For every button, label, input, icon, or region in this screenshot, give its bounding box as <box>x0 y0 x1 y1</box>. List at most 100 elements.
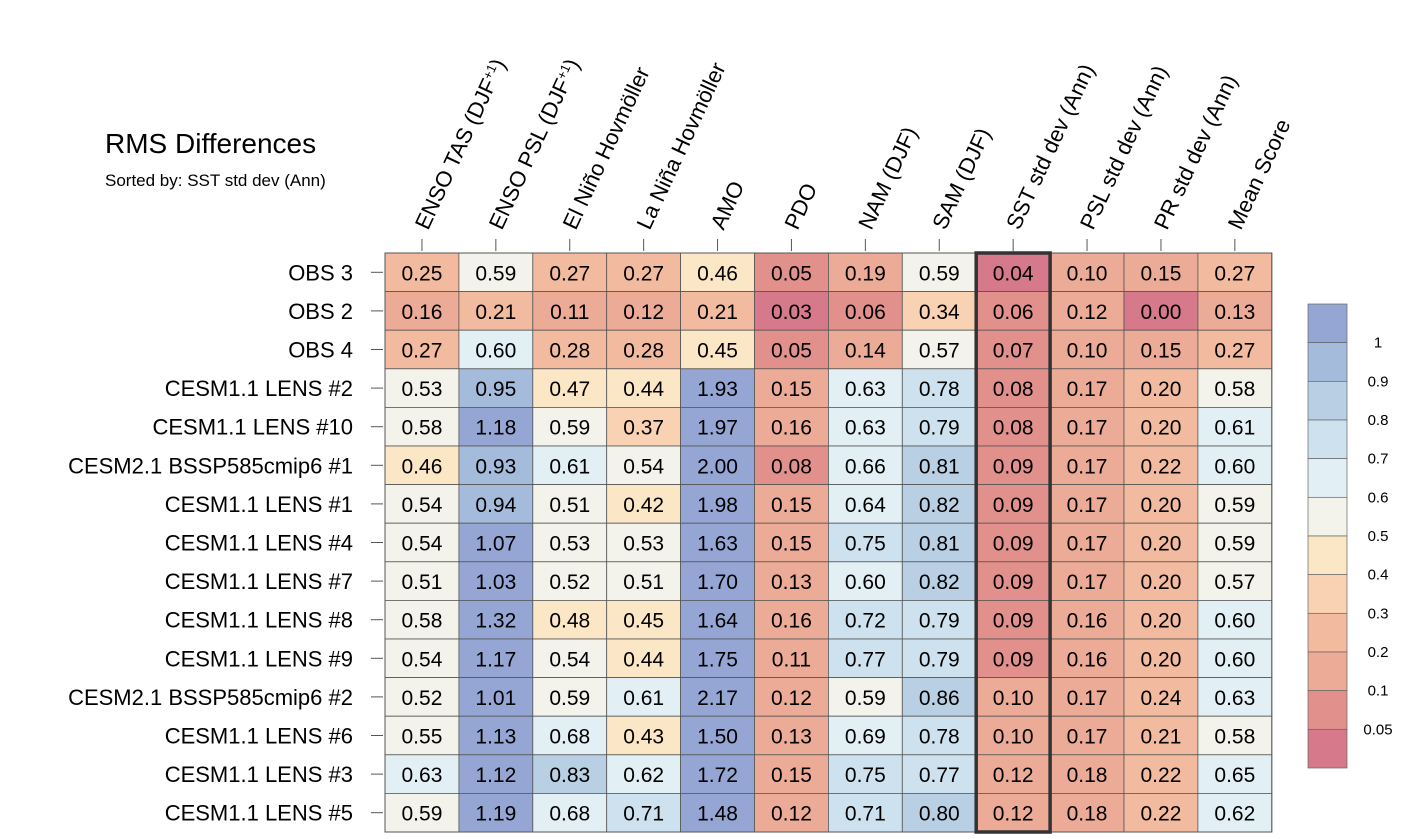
heatmap-cell <box>532 329 608 370</box>
cell-value: 0.09 <box>993 533 1034 556</box>
cell-value: 0.20 <box>1141 610 1182 633</box>
cell-value: 1.98 <box>697 494 738 517</box>
cell-value: 0.10 <box>1067 340 1108 363</box>
heatmap-cell <box>828 484 903 524</box>
cell-value: 0.62 <box>1214 803 1255 826</box>
cell-value: 0.34 <box>919 301 960 324</box>
cell-value: 0.55 <box>402 726 443 749</box>
heatmap-cell <box>1197 561 1273 601</box>
cell-value: 0.53 <box>549 533 590 556</box>
cell-value: 0.79 <box>919 648 960 671</box>
heatmap-cell <box>458 406 534 447</box>
cell-value: 0.60 <box>1214 648 1255 671</box>
cell-value: 1.01 <box>475 687 516 710</box>
cell-value: 0.05 <box>771 340 812 363</box>
heatmap-cell <box>1049 291 1125 331</box>
heatmap-cell <box>901 561 977 601</box>
heatmap-cell <box>384 329 460 370</box>
cell-value: 0.16 <box>1067 610 1108 633</box>
cell-value: 0.06 <box>845 301 886 324</box>
heatmap-cell <box>680 406 755 447</box>
cell-value: 0.59 <box>402 803 443 826</box>
heatmap-cell <box>754 484 829 524</box>
heatmap-cell <box>532 368 608 408</box>
cell-value: 0.17 <box>1067 726 1108 749</box>
colorbar-segment <box>1307 380 1348 421</box>
heatmap-cell <box>828 406 903 447</box>
cell-value: 0.58 <box>402 417 443 440</box>
heatmap-cell <box>384 715 460 756</box>
cell-value: 0.54 <box>623 455 664 478</box>
heatmap-cell <box>606 715 682 756</box>
cell-value: 2.00 <box>697 455 738 478</box>
heatmap-cell <box>680 715 755 756</box>
cell-value: 0.06 <box>993 301 1034 324</box>
heatmap-cell <box>975 445 1051 485</box>
cell-value: 0.17 <box>1067 417 1108 440</box>
cell-value: 0.60 <box>845 571 886 594</box>
cell-value: 0.61 <box>623 687 664 710</box>
heatmap-cell <box>1049 445 1125 485</box>
heatmap-cell <box>754 754 829 794</box>
heatmap-cell <box>606 329 682 370</box>
cell-value: 0.58 <box>1214 378 1255 401</box>
row-labels: OBS 3 OBS 2 OBS 4 CESM1.1 LENS #2 CESM1.1 LE… <box>68 260 353 825</box>
heatmap-cell <box>384 522 460 563</box>
heatmap-frame <box>384 252 1273 833</box>
cell-value: 0.72 <box>845 610 886 633</box>
colorbar-tick-label: 0.3 <box>1368 605 1389 622</box>
cell-value: 0.78 <box>919 378 960 401</box>
colorbar-tick-label: 0.6 <box>1368 489 1389 506</box>
cell-value: 0.22 <box>1141 803 1182 826</box>
heatmap-cell <box>458 291 534 331</box>
heatmap-cell <box>1197 600 1273 640</box>
cell-value: 0.09 <box>993 610 1034 633</box>
colorbar-tick-label: 0.1 <box>1368 683 1389 700</box>
colorbar-segment <box>1307 419 1348 460</box>
cell-value: 0.20 <box>1141 533 1182 556</box>
row-label: OBS 2 <box>288 299 353 324</box>
cell-value: 2.17 <box>697 687 738 710</box>
heatmap-cell <box>901 754 977 794</box>
cell-value: 0.77 <box>845 648 886 671</box>
heatmap-cell <box>1197 715 1273 756</box>
heatmap-cell <box>606 484 682 524</box>
cell-value: 0.28 <box>623 340 664 363</box>
cell-value: 0.62 <box>623 764 664 787</box>
cell-value: 0.64 <box>845 494 886 517</box>
cell-value: 0.18 <box>1067 803 1108 826</box>
heatmap-cell <box>606 445 682 485</box>
heatmap-cell <box>975 561 1051 601</box>
row-label: CESM1.1 LENS #7 <box>165 569 353 594</box>
heatmap-cell <box>1123 715 1199 756</box>
heatmap-cell <box>754 291 829 331</box>
cell-value: 0.83 <box>549 764 590 787</box>
colorbar-segment <box>1307 303 1348 344</box>
heatmap-cell <box>606 368 682 408</box>
heatmap-cell <box>606 291 682 331</box>
colorbar-segment <box>1307 535 1348 576</box>
heatmap-cell <box>384 406 460 447</box>
cell-value: 0.27 <box>549 262 590 285</box>
row-label: CESM2.1 BSSP585cmip6 #2 <box>68 685 353 710</box>
cell-value: 0.93 <box>475 455 516 478</box>
heatmap-cell <box>1197 368 1273 408</box>
chart-subtitle: Sorted by: SST std dev (Ann) <box>105 171 326 190</box>
cell-value: 0.08 <box>993 378 1034 401</box>
cell-value: 0.53 <box>623 533 664 556</box>
cell-value: 0.61 <box>1214 417 1255 440</box>
heatmap-cell <box>901 406 977 447</box>
heatmap-cell <box>680 329 755 370</box>
heatmap-cell <box>532 484 608 524</box>
cell-value: 0.52 <box>549 571 590 594</box>
heatmap-cell <box>828 793 903 833</box>
cell-value: 1.13 <box>475 726 516 749</box>
cell-value: 0.07 <box>993 340 1034 363</box>
heatmap-cell <box>458 715 534 756</box>
cell-value: 0.13 <box>1214 301 1255 324</box>
cell-value: 1.32 <box>475 610 516 633</box>
cell-value: 0.16 <box>402 301 443 324</box>
cell-value: 0.10 <box>1067 262 1108 285</box>
cell-value: 1.93 <box>697 378 738 401</box>
colorbar-segment <box>1307 496 1348 537</box>
